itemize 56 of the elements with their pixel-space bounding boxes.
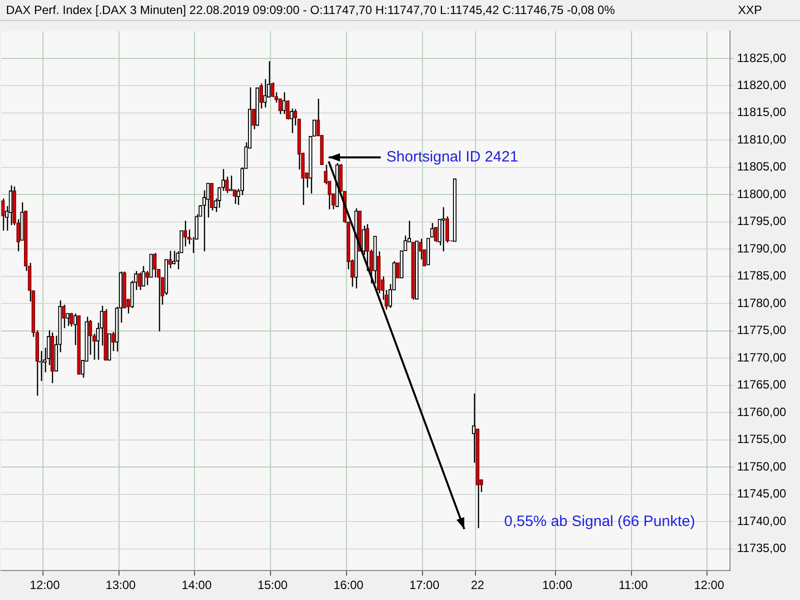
candlestick xyxy=(256,87,260,127)
candlestick xyxy=(396,262,400,278)
x-tick-label: 14:00 xyxy=(182,578,212,592)
annotation: 0,55% ab Signal (66 Punkte) xyxy=(504,513,696,530)
candlestick xyxy=(1,198,5,232)
candlestick xyxy=(263,78,267,108)
y-tick-label: 11780,00 xyxy=(737,296,786,310)
candlestick xyxy=(66,312,70,327)
text: XXP xyxy=(738,3,764,17)
candlestick xyxy=(282,92,286,115)
candlestick xyxy=(438,218,442,246)
candlestick xyxy=(290,108,294,134)
candlestick xyxy=(221,168,226,192)
candlestick xyxy=(430,222,434,238)
y-tick-label: 11825,00 xyxy=(737,50,786,65)
y-tick-label: 11765,00 xyxy=(737,378,786,392)
x-tick-label: 12:00 xyxy=(30,578,60,592)
y-tick-label: 11745,00 xyxy=(737,486,786,501)
candlestick xyxy=(270,82,274,98)
y-tick-label: 11790,00 xyxy=(737,241,786,256)
x-tick-label: 11:00 xyxy=(618,578,648,592)
y-tick-label: 11735,00 xyxy=(737,541,786,556)
y-tick-label: 11810,00 xyxy=(737,132,786,146)
y-tick-label: 11760,00 xyxy=(737,404,786,419)
y-tick-label: 11795,00 xyxy=(737,214,786,228)
x-tick-label: 22 xyxy=(470,578,485,592)
candlestick xyxy=(122,270,126,309)
y-tick-label: 11775,00 xyxy=(737,323,786,338)
y-tick-label: 11820,00 xyxy=(737,78,786,92)
annotation: Shortsignal ID 2421 xyxy=(386,148,518,166)
x-tick-label: 15:00 xyxy=(258,578,288,592)
x-tick-label: 17:00 xyxy=(409,578,440,592)
candlestick xyxy=(366,223,370,272)
x-tick-label: 10:00 xyxy=(542,578,573,592)
y-tick-label: 11800,00 xyxy=(737,186,786,201)
candlestick xyxy=(50,332,54,384)
x-tick-label: 16:00 xyxy=(333,578,364,592)
x-tick-label: 12:00 xyxy=(694,578,724,592)
candlestick xyxy=(228,174,233,192)
candlestick xyxy=(218,186,222,208)
y-tick-label: 11740,00 xyxy=(737,514,786,528)
chart-title: DAX Perf. Index [.DAX 3 Minuten] 22.08.2019 09:09:00 - O:11747,70 H:11747,70 L:11745,42 C:11746,75 -0,08 0% xyxy=(5,3,615,17)
y-tick-label: 11770,00 xyxy=(737,350,786,364)
y-tick-label: 11805,00 xyxy=(737,160,786,174)
y-tick-label: 11815,00 xyxy=(737,105,786,120)
y-tick-label: 11785,00 xyxy=(737,268,786,283)
candlestick xyxy=(153,252,157,278)
y-tick-label: 11755,00 xyxy=(737,432,786,446)
candlestick xyxy=(232,189,236,205)
candlestick xyxy=(70,312,74,328)
candlestick xyxy=(198,204,202,218)
x-tick-label: 13:00 xyxy=(106,578,136,592)
candlestick xyxy=(142,265,146,287)
y-tick-label: 11750,00 xyxy=(737,459,786,474)
candlestick xyxy=(362,225,366,256)
candlestick xyxy=(442,206,446,252)
